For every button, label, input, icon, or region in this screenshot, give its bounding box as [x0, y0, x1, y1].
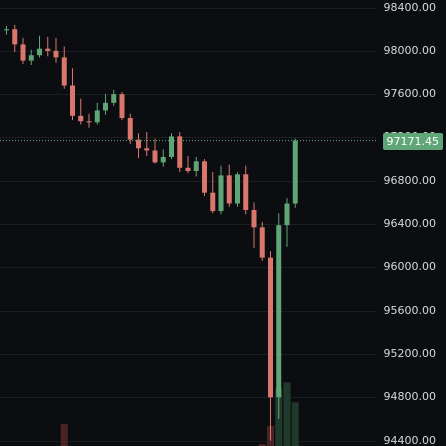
- candle-down[interactable]: [152, 150, 158, 163]
- price-tick-label: 98400.00: [383, 0, 437, 14]
- current-price-badge: 97171.45: [382, 132, 443, 150]
- volume-bar: [60, 424, 68, 446]
- candle-down[interactable]: [127, 117, 133, 140]
- candle-down[interactable]: [226, 175, 232, 204]
- candle-down[interactable]: [268, 257, 273, 398]
- candle-up[interactable]: [284, 203, 290, 226]
- price-tick-label: 95600.00: [383, 303, 437, 317]
- candle-down[interactable]: [202, 161, 207, 193]
- candle-up[interactable]: [193, 161, 199, 172]
- candle-down[interactable]: [45, 48, 51, 51]
- candle-up[interactable]: [103, 102, 108, 111]
- candle-down[interactable]: [136, 139, 141, 149]
- price-tick-label: 95200.00: [383, 346, 437, 360]
- candle-down[interactable]: [78, 115, 84, 122]
- price-tick-label: 94800.00: [383, 390, 437, 404]
- price-tick-label: 96800.00: [383, 173, 437, 187]
- candle-up[interactable]: [292, 140, 298, 204]
- candle-down[interactable]: [53, 50, 59, 58]
- candle-down[interactable]: [70, 85, 75, 116]
- price-tick-label: 96000.00: [383, 260, 437, 274]
- candle-down[interactable]: [20, 44, 26, 61]
- price-tick-label: 94400.00: [383, 433, 437, 446]
- volume-bar: [258, 444, 266, 446]
- candle-up[interactable]: [235, 174, 240, 204]
- candle-down[interactable]: [144, 148, 150, 151]
- candle-up[interactable]: [276, 225, 282, 398]
- candle-down[interactable]: [243, 174, 249, 211]
- price-tick-label: 96400.00: [383, 217, 437, 231]
- candle-down[interactable]: [259, 227, 265, 258]
- candle-down[interactable]: [86, 121, 92, 123]
- candle-up[interactable]: [160, 156, 166, 163]
- candle-up[interactable]: [37, 48, 42, 56]
- candle-up[interactable]: [28, 55, 34, 61]
- candle-up[interactable]: [111, 94, 117, 103]
- candle-down[interactable]: [119, 94, 125, 118]
- candle-down[interactable]: [251, 210, 257, 228]
- candle-down[interactable]: [210, 192, 216, 212]
- price-tick-label: 97600.00: [383, 87, 437, 101]
- candle-down[interactable]: [61, 57, 67, 86]
- candle-down[interactable]: [177, 136, 183, 168]
- candle-up[interactable]: [4, 29, 9, 31]
- candle-up[interactable]: [94, 110, 100, 123]
- volume-bar: [291, 402, 299, 446]
- candle-down[interactable]: [12, 29, 18, 45]
- candle-down[interactable]: [185, 167, 191, 172]
- price-tick-label: 98000.00: [383, 43, 437, 57]
- candle-up[interactable]: [169, 136, 174, 157]
- volume-bar: [283, 382, 291, 446]
- candle-up[interactable]: [218, 175, 224, 212]
